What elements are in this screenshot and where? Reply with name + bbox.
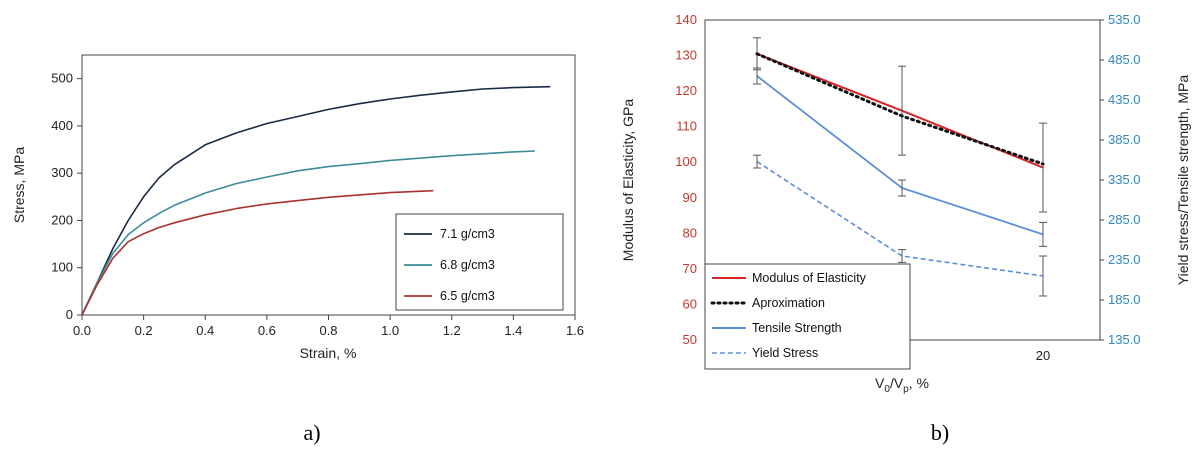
right-tick-label: 135.0: [1108, 332, 1141, 347]
right-tick-label: 435.0: [1108, 92, 1141, 107]
legend-box-b: [704, 263, 911, 370]
series-line-b-4: [756, 160, 1044, 277]
right-axis-ticks: 135.0 185.0 235.0 285.0 335.0 385.0 435.0 485.0…: [1100, 12, 1141, 347]
right-tick-label: 235.0: [1108, 252, 1141, 267]
legend: 7.1 g/cm3 6.8 g/cm3 6.5 g/cm3: [395, 213, 564, 311]
series-line-1: [81, 85, 551, 316]
left-tick-label: 100: [675, 154, 697, 169]
legend-label-1: 7.1 g/cm3: [440, 227, 495, 241]
x-tick-label: 1.6: [566, 323, 584, 338]
series-line-3: [81, 189, 434, 316]
right-tick-label: 335.0: [1108, 172, 1141, 187]
legend-label-b-2: Aproximation: [752, 296, 825, 310]
right-tick-label: 485.0: [1108, 52, 1141, 67]
y-tick-label: 300: [51, 165, 73, 180]
y-tick-label: 100: [51, 260, 73, 275]
y-tick-label: 500: [51, 71, 73, 86]
series-lines: [81, 85, 551, 316]
x-tick-label: 0.4: [196, 323, 214, 338]
left-tick-label: 90: [683, 190, 697, 205]
left-tick-label: 60: [683, 296, 697, 311]
x-tick-label: 0.6: [258, 323, 276, 338]
y-tick-label: 200: [51, 212, 73, 227]
x-tick-label: 1.4: [504, 323, 522, 338]
right-tick-label: 285.0: [1108, 212, 1141, 227]
right-axis-label: Yield stress/Tensile strength, MPa: [1175, 75, 1191, 286]
y-tick-label: 0: [66, 307, 73, 322]
legend-label-3: 6.5 g/cm3: [440, 289, 495, 303]
left-tick-label: 130: [675, 48, 697, 63]
x-axis-ticks: 0.0 0.2 0.4 0.6 0.8 1.0 1.2 1.4 1.6: [73, 315, 584, 338]
series-lines-b: [753, 37, 1047, 297]
x-tick-label: 1.0: [381, 323, 399, 338]
panel-label-a: a): [303, 420, 320, 445]
series-line-b-2: [755, 52, 1045, 166]
y-tick-label: 400: [51, 118, 73, 133]
legend-b: Modulus of Elasticity Aproximation Tensile…: [704, 263, 911, 370]
legend-label-b-1: Modulus of Elasticity: [752, 271, 867, 285]
x-category-label: 20: [1036, 348, 1050, 363]
series-line-2: [81, 150, 535, 316]
x-tick-label: 0.8: [319, 323, 337, 338]
x-tick-label: 0.2: [135, 323, 153, 338]
x-axis-label: Strain, %: [300, 345, 357, 361]
y-axis-ticks: 0 100 200 300 400 500: [51, 71, 82, 322]
left-axis-ticks: 50 60 70 80 90 100 110 120 130 140: [675, 12, 697, 347]
x-tick-label: 0.0: [73, 323, 91, 338]
left-tick-label: 70: [683, 261, 697, 276]
legend-box: [395, 213, 564, 311]
left-tick-label: 50: [683, 332, 697, 347]
left-tick-label: 80: [683, 225, 697, 240]
left-tick-label: 140: [675, 12, 697, 27]
x-tick-label: 1.2: [443, 323, 461, 338]
panel-label-b: b): [931, 420, 949, 445]
legend-label-b-4: Yield Stress: [752, 346, 818, 360]
x-axis-label-b: V0/Vp, %: [875, 375, 929, 395]
left-axis-label: Modulus of Elasticity, GPa: [620, 99, 636, 262]
right-tick-label: 535.0: [1108, 12, 1141, 27]
left-tick-label: 120: [675, 83, 697, 98]
stress-strain-chart: 0.0 0.2 0.4 0.6 0.8 1.0 1.2 1.4 1.6 0 100 200 300 40…: [11, 54, 584, 445]
y-axis-label: Stress, MPa: [11, 147, 27, 223]
right-tick-label: 385.0: [1108, 132, 1141, 147]
legend-label-b-3: Tensile Strength: [752, 321, 842, 335]
right-tick-label: 185.0: [1108, 292, 1141, 307]
legend-label-2: 6.8 g/cm3: [440, 258, 495, 272]
left-tick-label: 110: [676, 119, 697, 134]
